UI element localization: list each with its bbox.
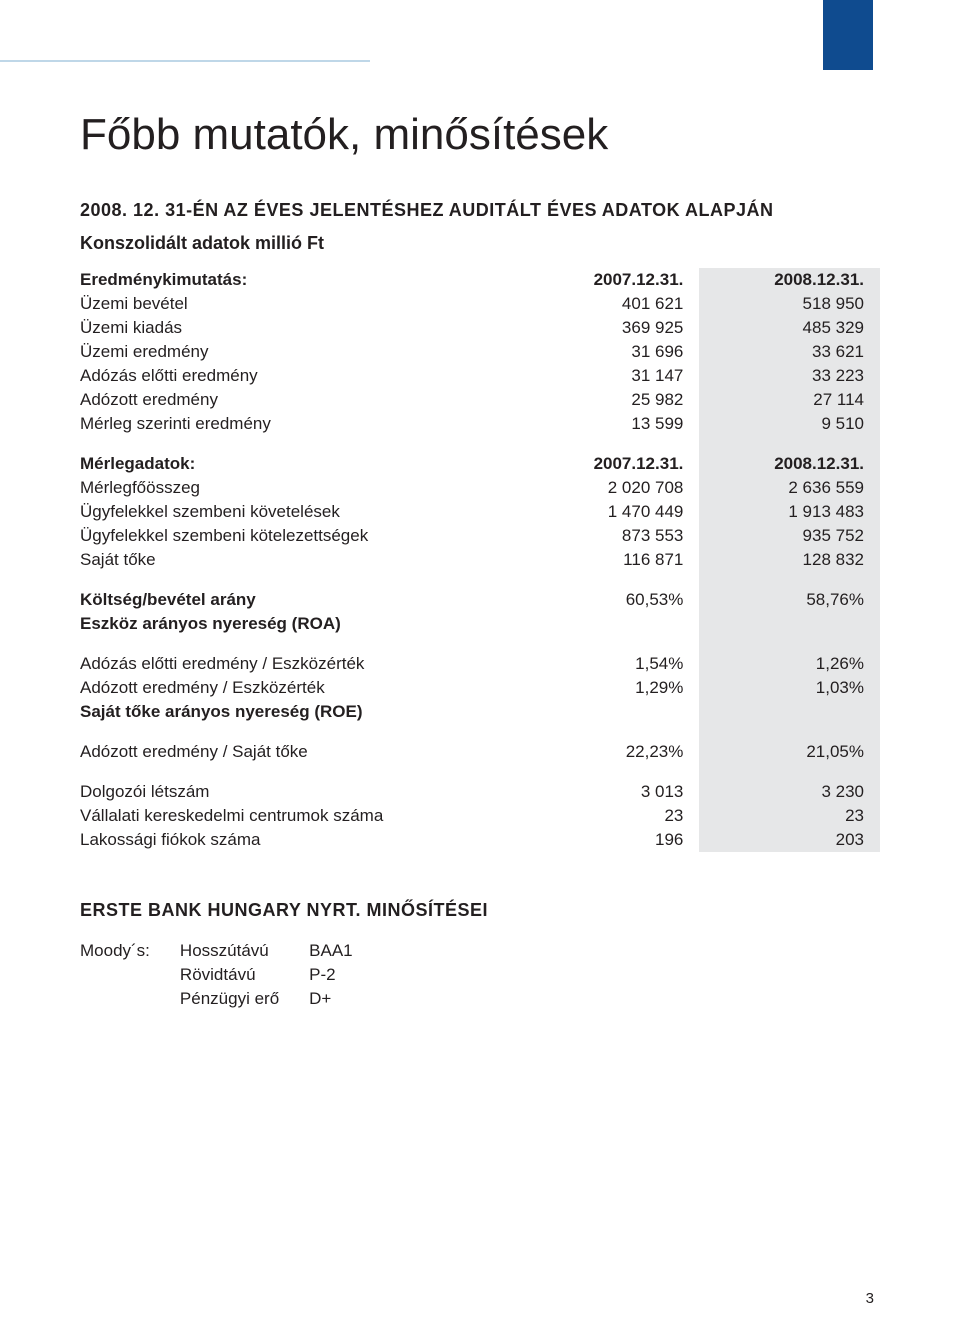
income-row-a: 13 599 (519, 412, 700, 436)
page: Főbb mutatók, minősítések 2008. 12. 31-É… (0, 0, 960, 1341)
ratings-agency-cell: Moody´s: (80, 939, 180, 963)
income-row-label: Adózott eredmény (80, 388, 519, 412)
ratings-table: Moody´s:HosszútávúBAA1RövidtávúP-2Pénzüg… (80, 939, 383, 1011)
income-row-b: 33 621 (699, 340, 880, 364)
misc-row-b: 3 230 (699, 780, 880, 804)
roa-row-label: Adózás előtti eredmény / Eszközérték (80, 652, 519, 676)
balance-row-b: 128 832 (699, 548, 880, 572)
income-row-label: Üzemi eredmény (80, 340, 519, 364)
ratings-term-label: Hosszútávú (180, 939, 309, 963)
balance-row-b: 1 913 483 (699, 500, 880, 524)
income-row-a: 369 925 (519, 316, 700, 340)
income-header-label: Eredménykimutatás: (80, 268, 519, 292)
ratings-value: D+ (309, 987, 382, 1011)
ratings-agency-cell (80, 987, 180, 1011)
roe-row-a: 22,23% (519, 740, 700, 764)
page-number: 3 (866, 1290, 874, 1307)
cost-income-a: 60,53% (519, 588, 700, 612)
income-row-label: Üzemi kiadás (80, 316, 519, 340)
misc-row-b: 23 (699, 804, 880, 828)
roa-header-a (519, 612, 700, 636)
income-row-label: Adózás előtti eredmény (80, 364, 519, 388)
financial-table: Eredménykimutatás:2007.12.31.2008.12.31.… (80, 268, 880, 852)
ratings-value: BAA1 (309, 939, 382, 963)
roa-row-label: Adózott eredmény / Eszközérték (80, 676, 519, 700)
ratings-term-label: Pénzügyi erő (180, 987, 309, 1011)
balance-row-label: Mérlegfőösszeg (80, 476, 519, 500)
balance-row-b: 2 636 559 (699, 476, 880, 500)
misc-row-a: 196 (519, 828, 700, 852)
subheading: 2008. 12. 31-ÉN AZ ÉVES JELENTÉSHEZ AUDI… (80, 200, 880, 221)
balance-row-a: 1 470 449 (519, 500, 700, 524)
balance-col-a-header: 2007.12.31. (519, 452, 700, 476)
balance-row-a: 116 871 (519, 548, 700, 572)
income-row-a: 31 696 (519, 340, 700, 364)
misc-row-a: 3 013 (519, 780, 700, 804)
page-title: Főbb mutatók, minősítések (80, 110, 880, 160)
roa-row-a: 1,54% (519, 652, 700, 676)
income-row-b: 9 510 (699, 412, 880, 436)
header-rule (0, 60, 370, 62)
roa-header: Eszköz arányos nyereség (ROA) (80, 612, 519, 636)
balance-row-label: Ügyfelekkel szembeni kötelezettségek (80, 524, 519, 548)
income-row-b: 518 950 (699, 292, 880, 316)
ratings-agency-cell (80, 963, 180, 987)
balance-row-label: Saját tőke (80, 548, 519, 572)
roa-row-b: 1,26% (699, 652, 880, 676)
header-accent-block (823, 0, 873, 70)
income-row-b: 27 114 (699, 388, 880, 412)
income-row-a: 401 621 (519, 292, 700, 316)
balance-row-label: Ügyfelekkel szembeni követelések (80, 500, 519, 524)
income-row-b: 485 329 (699, 316, 880, 340)
income-col-b-header: 2008.12.31. (699, 268, 880, 292)
misc-row-label: Vállalati kereskedelmi centrumok száma (80, 804, 519, 828)
income-row-a: 31 147 (519, 364, 700, 388)
ratings-term-label: Rövidtávú (180, 963, 309, 987)
ratings-heading: ERSTE BANK HUNGARY NYRT. MINŐSÍTÉSEI (80, 900, 880, 921)
balance-row-b: 935 752 (699, 524, 880, 548)
roa-row-b: 1,03% (699, 676, 880, 700)
income-row-a: 25 982 (519, 388, 700, 412)
cost-income-b: 58,76% (699, 588, 880, 612)
cost-income-label: Költség/bevétel arány (80, 588, 519, 612)
misc-row-b: 203 (699, 828, 880, 852)
roa-header-b (699, 612, 880, 636)
misc-row-label: Lakossági fiókok száma (80, 828, 519, 852)
income-row-label: Mérleg szerinti eredmény (80, 412, 519, 436)
table-caption: Konszolidált adatok millió Ft (80, 233, 880, 254)
balance-row-a: 873 553 (519, 524, 700, 548)
income-row-label: Üzemi bevétel (80, 292, 519, 316)
roe-row-label: Adózott eredmény / Saját tőke (80, 740, 519, 764)
income-col-a-header: 2007.12.31. (519, 268, 700, 292)
balance-col-b-header: 2008.12.31. (699, 452, 880, 476)
balance-header-label: Mérlegadatok: (80, 452, 519, 476)
misc-row-label: Dolgozói létszám (80, 780, 519, 804)
income-row-b: 33 223 (699, 364, 880, 388)
roa-row-a: 1,29% (519, 676, 700, 700)
roe-header-a (519, 700, 700, 724)
roe-header: Saját tőke arányos nyereség (ROE) (80, 700, 519, 724)
roe-row-b: 21,05% (699, 740, 880, 764)
misc-row-a: 23 (519, 804, 700, 828)
roe-header-b (699, 700, 880, 724)
balance-row-a: 2 020 708 (519, 476, 700, 500)
ratings-value: P-2 (309, 963, 382, 987)
